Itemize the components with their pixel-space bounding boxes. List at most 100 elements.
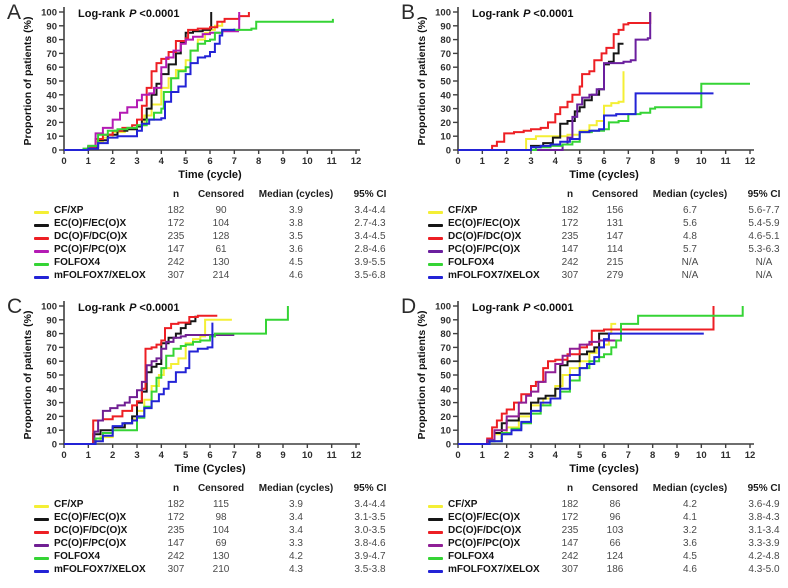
value-median: 3.9 xyxy=(289,204,303,216)
series-name: DC(O)F/DC(O)X xyxy=(448,230,522,242)
km-chart-d: 0 1 2 3 4 5 6 7 8 9 10 11 120102030405060708090100Ti… xyxy=(416,301,755,475)
svg-text:70: 70 xyxy=(46,49,57,60)
series-swatch xyxy=(428,211,443,214)
legend-row: mFOLFOX7/XELOX 307 279 N/A N/A xyxy=(428,266,788,281)
swatch-cell xyxy=(428,214,448,232)
svg-text:7: 7 xyxy=(232,450,237,461)
panel-d: D 0 1 2 3 4 5 6 7 8 9 10 11 12 0 10 20 30 40 50 60 70 80 90 100… xyxy=(394,294,788,588)
swatch-cell xyxy=(428,521,448,539)
series-name: mFOLFOX7/XELOX xyxy=(54,269,146,281)
svg-text:40: 40 xyxy=(46,384,57,395)
value-ci: N/A xyxy=(755,269,773,281)
svg-text:12: 12 xyxy=(745,156,756,167)
legend-table-d: n Censored Median (cycles) 95% CI CF/XP 182 86… xyxy=(394,481,788,575)
svg-text:60: 60 xyxy=(440,357,451,368)
series-name: mFOLFOX7/XELOX xyxy=(448,269,540,281)
svg-text:0: 0 xyxy=(61,450,66,461)
column-header: 95% CI xyxy=(747,188,781,200)
value-censored: 66 xyxy=(609,537,621,549)
series-swatch xyxy=(428,263,443,266)
legend-row: mFOLFOX7/XELOX 307 214 4.6 3.5-6.8 xyxy=(34,266,394,281)
svg-text:11: 11 xyxy=(721,156,732,167)
value-median: 4.2 xyxy=(289,550,303,562)
svg-text:1: 1 xyxy=(86,156,92,167)
value-n: 172 xyxy=(167,217,185,229)
value-censored: 104 xyxy=(212,217,230,229)
svg-text:10: 10 xyxy=(46,426,57,437)
value-median: 5.7 xyxy=(683,243,697,255)
x-axis-label: Time (cycle) xyxy=(178,169,242,181)
svg-text:100: 100 xyxy=(435,8,451,19)
swatch-cell xyxy=(34,253,54,271)
svg-text:30: 30 xyxy=(46,398,57,409)
svg-text:4: 4 xyxy=(159,450,165,461)
value-median: 4.2 xyxy=(683,498,697,510)
svg-text:11: 11 xyxy=(327,156,338,167)
svg-text:5: 5 xyxy=(183,156,189,167)
value-n: 307 xyxy=(561,563,579,575)
svg-text:6: 6 xyxy=(207,156,212,167)
series-swatch xyxy=(34,237,49,240)
legend-row: FOLFOX4 242 124 4.5 4.2-4.8 xyxy=(428,547,788,562)
svg-text:30: 30 xyxy=(440,398,451,409)
svg-text:60: 60 xyxy=(46,63,57,74)
series-line-5 xyxy=(64,28,236,151)
svg-text:50: 50 xyxy=(440,371,451,382)
value-censored: 130 xyxy=(212,256,230,268)
legend-row: CF/XP 182 90 3.9 3.4-4.4 xyxy=(34,201,394,216)
series-line-5 xyxy=(458,92,714,151)
series-name: PC(O)F/PC(O)X xyxy=(54,243,127,255)
svg-text:10: 10 xyxy=(302,450,313,461)
swatch-cell xyxy=(428,253,448,271)
swatch-cell xyxy=(428,547,448,565)
series-swatch xyxy=(428,250,443,253)
series-lines xyxy=(64,306,289,445)
legend-table-c: n Censored Median (cycles) 95% CI CF/XP 182 11… xyxy=(0,481,394,575)
value-censored: 86 xyxy=(609,498,621,510)
series-line-1 xyxy=(458,332,612,445)
value-median: 3.4 xyxy=(289,511,303,523)
series-name: FOLFOX4 xyxy=(54,256,101,268)
svg-text:20: 20 xyxy=(440,412,451,423)
logrank-annotation: Log-rank P <0.0001 xyxy=(78,8,179,20)
svg-text:30: 30 xyxy=(440,104,451,115)
value-n: 182 xyxy=(167,498,185,510)
legend-row: CF/XP 182 86 4.2 3.6-4.9 xyxy=(428,495,788,510)
panel-letter-a: A xyxy=(7,1,22,24)
svg-text:40: 40 xyxy=(46,90,57,101)
logrank-annotation: Log-rank P <0.0001 xyxy=(472,8,573,20)
series-name: FOLFOX4 xyxy=(448,256,495,268)
value-median: 5.6 xyxy=(683,217,697,229)
swatch-cell xyxy=(34,495,54,513)
series-swatch xyxy=(428,224,443,227)
svg-text:10: 10 xyxy=(440,426,451,437)
p-symbol: P xyxy=(129,302,137,314)
legend-row: mFOLFOX7/XELOX 307 210 4.3 3.5-3.8 xyxy=(34,560,394,575)
svg-text:80: 80 xyxy=(440,329,451,340)
series-swatch xyxy=(428,518,443,521)
series-name: FOLFOX4 xyxy=(448,550,495,562)
series-line-0 xyxy=(64,318,232,445)
svg-text:8: 8 xyxy=(650,450,655,461)
x-axis-label: Time (cycles) xyxy=(569,169,639,181)
value-n: 307 xyxy=(561,269,579,281)
svg-text:60: 60 xyxy=(46,357,57,368)
series-line-0 xyxy=(458,71,625,151)
value-n: 147 xyxy=(561,537,579,549)
value-n: 307 xyxy=(167,269,185,281)
logrank-annotation: Log-rank P <0.0001 xyxy=(472,302,573,314)
legend-header: n Censored Median (cycles) 95% CI xyxy=(34,187,394,201)
svg-text:80: 80 xyxy=(46,35,57,46)
svg-text:9: 9 xyxy=(674,156,679,167)
y-axis-label: Proportion of patients (%) xyxy=(416,17,428,146)
series-name: PC(O)F/PC(O)X xyxy=(54,537,127,549)
svg-text:2: 2 xyxy=(110,450,115,461)
legend-row: mFOLFOX7/XELOX 307 186 4.6 4.3-5.0 xyxy=(428,560,788,575)
series-name: mFOLFOX7/XELOX xyxy=(54,563,146,575)
logrank-label: Log-rank xyxy=(78,302,126,314)
km-chart-a: 0 1 2 3 4 5 6 7 8 9 10 11 120102030405060708090100Ti… xyxy=(22,7,361,181)
swatch-cell xyxy=(34,227,54,245)
series-line-3 xyxy=(458,12,652,151)
value-censored: 90 xyxy=(215,204,227,216)
series-swatch xyxy=(34,531,49,534)
